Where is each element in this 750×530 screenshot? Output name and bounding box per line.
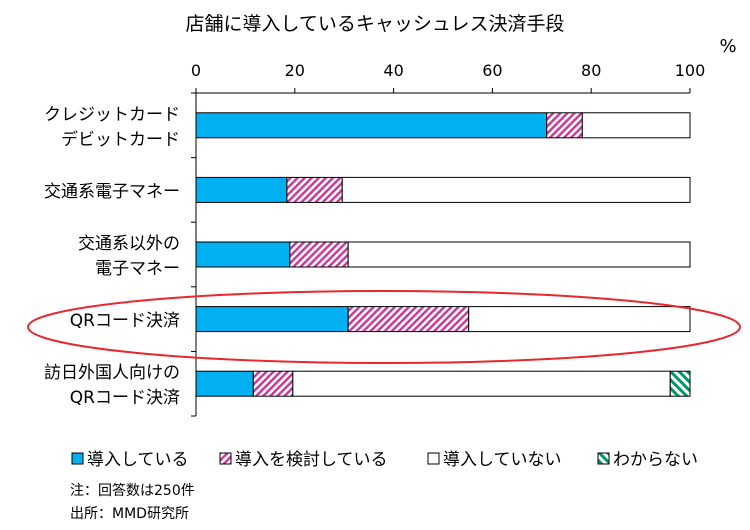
- bar-segment: [195, 306, 349, 333]
- x-tick-label: 80: [581, 61, 601, 80]
- bar-segment: [195, 176, 288, 203]
- x-tick-label: 0: [191, 61, 201, 80]
- bar-segment: [468, 306, 691, 333]
- x-tick-label: 40: [383, 61, 403, 80]
- chart-title: 店舗に導入しているキャッシュレス決済手段: [185, 13, 564, 35]
- category-label: 電子マネー: [95, 259, 180, 279]
- bar-segment: [195, 241, 291, 268]
- bar-segment: [252, 370, 294, 397]
- bar-segment: [546, 112, 583, 139]
- bar-segment: [286, 176, 343, 203]
- highlight-ellipse: [27, 290, 741, 364]
- legend-label: 導入を検討している: [235, 450, 388, 470]
- category-label: 訪日外国人向けの: [44, 363, 180, 383]
- legend-swatch: [597, 452, 610, 465]
- category-label: 交通系電子マネー: [44, 182, 180, 202]
- bar-segment: [341, 176, 691, 203]
- category-label: デビットカード: [61, 129, 180, 150]
- category-label: クレジットカード: [44, 105, 180, 125]
- note-sample-size: 注：回答数は250件: [70, 482, 195, 499]
- category-label: QRコード決済: [70, 311, 180, 331]
- legend-label: 導入していない: [443, 450, 562, 470]
- bar-segment: [669, 370, 691, 397]
- legend-label: 導入している: [87, 450, 189, 470]
- plot-area: [191, 88, 691, 417]
- legend-label: わからない: [613, 450, 698, 470]
- category-label: QRコード決済: [70, 388, 180, 408]
- bar-segment: [347, 306, 470, 333]
- unit-label: %: [719, 36, 736, 57]
- legend-swatch: [427, 452, 440, 465]
- bar-segment: [581, 112, 691, 139]
- x-tick-label: 60: [482, 61, 502, 80]
- legend-swatch: [71, 452, 84, 465]
- bar-segment: [289, 241, 349, 268]
- bar-segment: [195, 112, 548, 139]
- category-label: 交通系以外の: [78, 234, 180, 254]
- x-tick-labels: 0 20 40 60 80 100: [191, 61, 705, 80]
- legend-swatch: [219, 452, 232, 465]
- bar-segment: [347, 241, 691, 268]
- x-tick-label: 20: [285, 61, 305, 80]
- bar-segment: [292, 370, 671, 397]
- note-source: 出所：MMD研究所: [70, 506, 189, 522]
- legend: 導入している 導入を検討している 導入していない わからない: [71, 450, 698, 470]
- x-tick-label: 100: [675, 61, 706, 80]
- bar-segment: [195, 370, 254, 397]
